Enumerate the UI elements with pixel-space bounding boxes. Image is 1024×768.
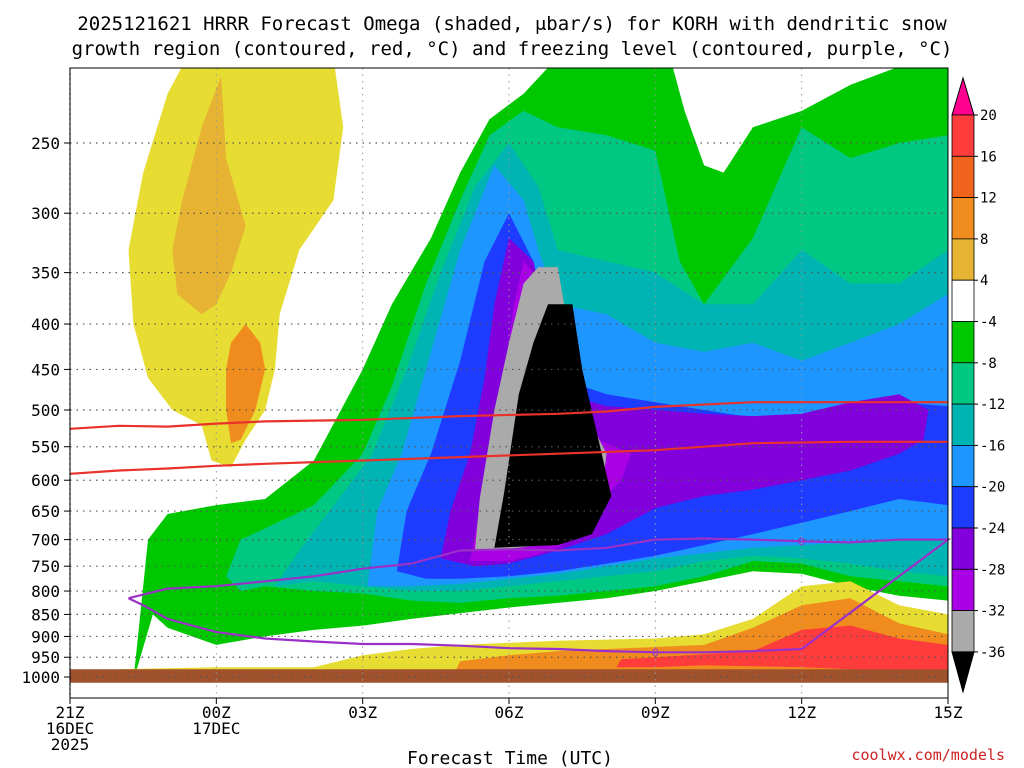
freezing-level-contour [128, 537, 952, 654]
colorbar-bin-top-arrow [951, 76, 975, 116]
y-tick-label-800: 800 [31, 582, 60, 601]
x-tick-label-0-1: 16DEC [46, 719, 94, 738]
chart-title-line1: 2025121621 HRRR Forecast Omega (shaded, … [77, 13, 947, 35]
y-tick-label-900: 900 [31, 627, 60, 646]
colorbar-label-12: -32 [980, 604, 1005, 620]
colorbar-bin-bottom-arrow [951, 651, 975, 694]
x-tick-label-3-1: 17DEC [192, 719, 240, 738]
y-tick-label-300: 300 [31, 204, 60, 223]
colorbar-bin-2 [951, 197, 975, 240]
x-tick-label-0-2: 2025 [51, 735, 90, 754]
colorbar-bin-0 [951, 114, 975, 157]
x-tick-label-3-0: 00Z [202, 703, 231, 722]
dgz-contour-1 [69, 440, 948, 475]
y-tick-label-250: 250 [31, 134, 60, 153]
colorbar-bin-8 [951, 444, 975, 488]
x-axis-label: Forecast Time (UTC) [407, 748, 613, 768]
colorbar-label-13: -36 [980, 645, 1005, 661]
shade-terrain [70, 669, 948, 683]
contour-label-1: 0 [652, 646, 659, 659]
colorbar-label-4: 4 [980, 273, 988, 289]
y-tick-label-700: 700 [31, 531, 60, 550]
y-tick-label-1000: 1000 [21, 668, 60, 687]
colorbar-bin-3 [951, 238, 975, 281]
colorbar-label-5: -4 [980, 315, 997, 331]
y-tick-label-400: 400 [31, 315, 60, 334]
colorbar-bin-9 [951, 486, 975, 529]
y-tick-label-950: 950 [31, 648, 60, 667]
colorbar-label-6: -8 [980, 356, 997, 372]
y-tick-label-600: 600 [31, 471, 60, 490]
colorbar-label-2: 12 [980, 191, 997, 207]
x-tick-label-18-0: 15Z [934, 703, 963, 722]
colorbar: 20 16 12 8 4 -4 -8 -12 -16 -20 -24 -28 -32 -36 [951, 76, 1005, 694]
chart-title-line2: growth region (contoured, red, °C) and f… [72, 38, 953, 60]
y-tick-label-450: 450 [31, 360, 60, 379]
colorbar-label-10: -24 [980, 521, 1005, 537]
x-tick-label-9-0: 06Z [495, 703, 524, 722]
colorbar-bin-1 [951, 155, 975, 199]
credit-link[interactable]: coolwx.com/models [851, 746, 1005, 764]
x-tick-label-12-0: 09Z [641, 703, 670, 722]
y-tick-label-350: 350 [31, 264, 60, 283]
y-tick-label-750: 750 [31, 557, 60, 576]
shade-orange-sinking-8 [172, 75, 246, 315]
y-tick-label-650: 650 [31, 502, 60, 521]
contour-lines: 00 [69, 401, 952, 659]
y-tick-label-500: 500 [31, 401, 60, 420]
contour-label-0: 0 [798, 535, 805, 548]
colorbar-bin-10 [951, 527, 975, 570]
colorbar-bin-12 [951, 610, 975, 653]
colorbar-label-9: -20 [980, 480, 1005, 496]
colorbar-bin-7 [951, 403, 975, 446]
colorbar-label-11: -28 [980, 562, 1005, 578]
axes: 250 300 350 400 450 500 550 600 650 700 750 800 850 9… [21, 67, 963, 754]
colorbar-label-1: 16 [980, 149, 997, 165]
colorbar-label-3: 8 [980, 232, 988, 248]
x-tick-label-0-0: 21Z [56, 703, 85, 722]
colorbar-bin-11 [951, 568, 975, 611]
colorbar-bin-4 [951, 279, 975, 322]
y-tick-label-850: 850 [31, 605, 60, 624]
shade-deep-orange-12 [226, 324, 266, 444]
colorbar-label-0: 20 [980, 108, 997, 124]
colorbar-label-7: -12 [980, 397, 1005, 413]
colorbar-bin-5 [951, 321, 975, 364]
colorbar-bin-6 [951, 362, 975, 405]
y-tick-label-550: 550 [31, 438, 60, 457]
dgz-contour-0 [69, 401, 948, 430]
shade-yellow-sinking-plume [128, 68, 344, 468]
x-tick-label-6-0: 03Z [348, 703, 377, 722]
colorbar-label-8: -16 [980, 438, 1005, 454]
shade-black-core [494, 304, 612, 548]
omega-shading [70, 68, 948, 683]
x-tick-label-15-0: 12Z [787, 703, 816, 722]
